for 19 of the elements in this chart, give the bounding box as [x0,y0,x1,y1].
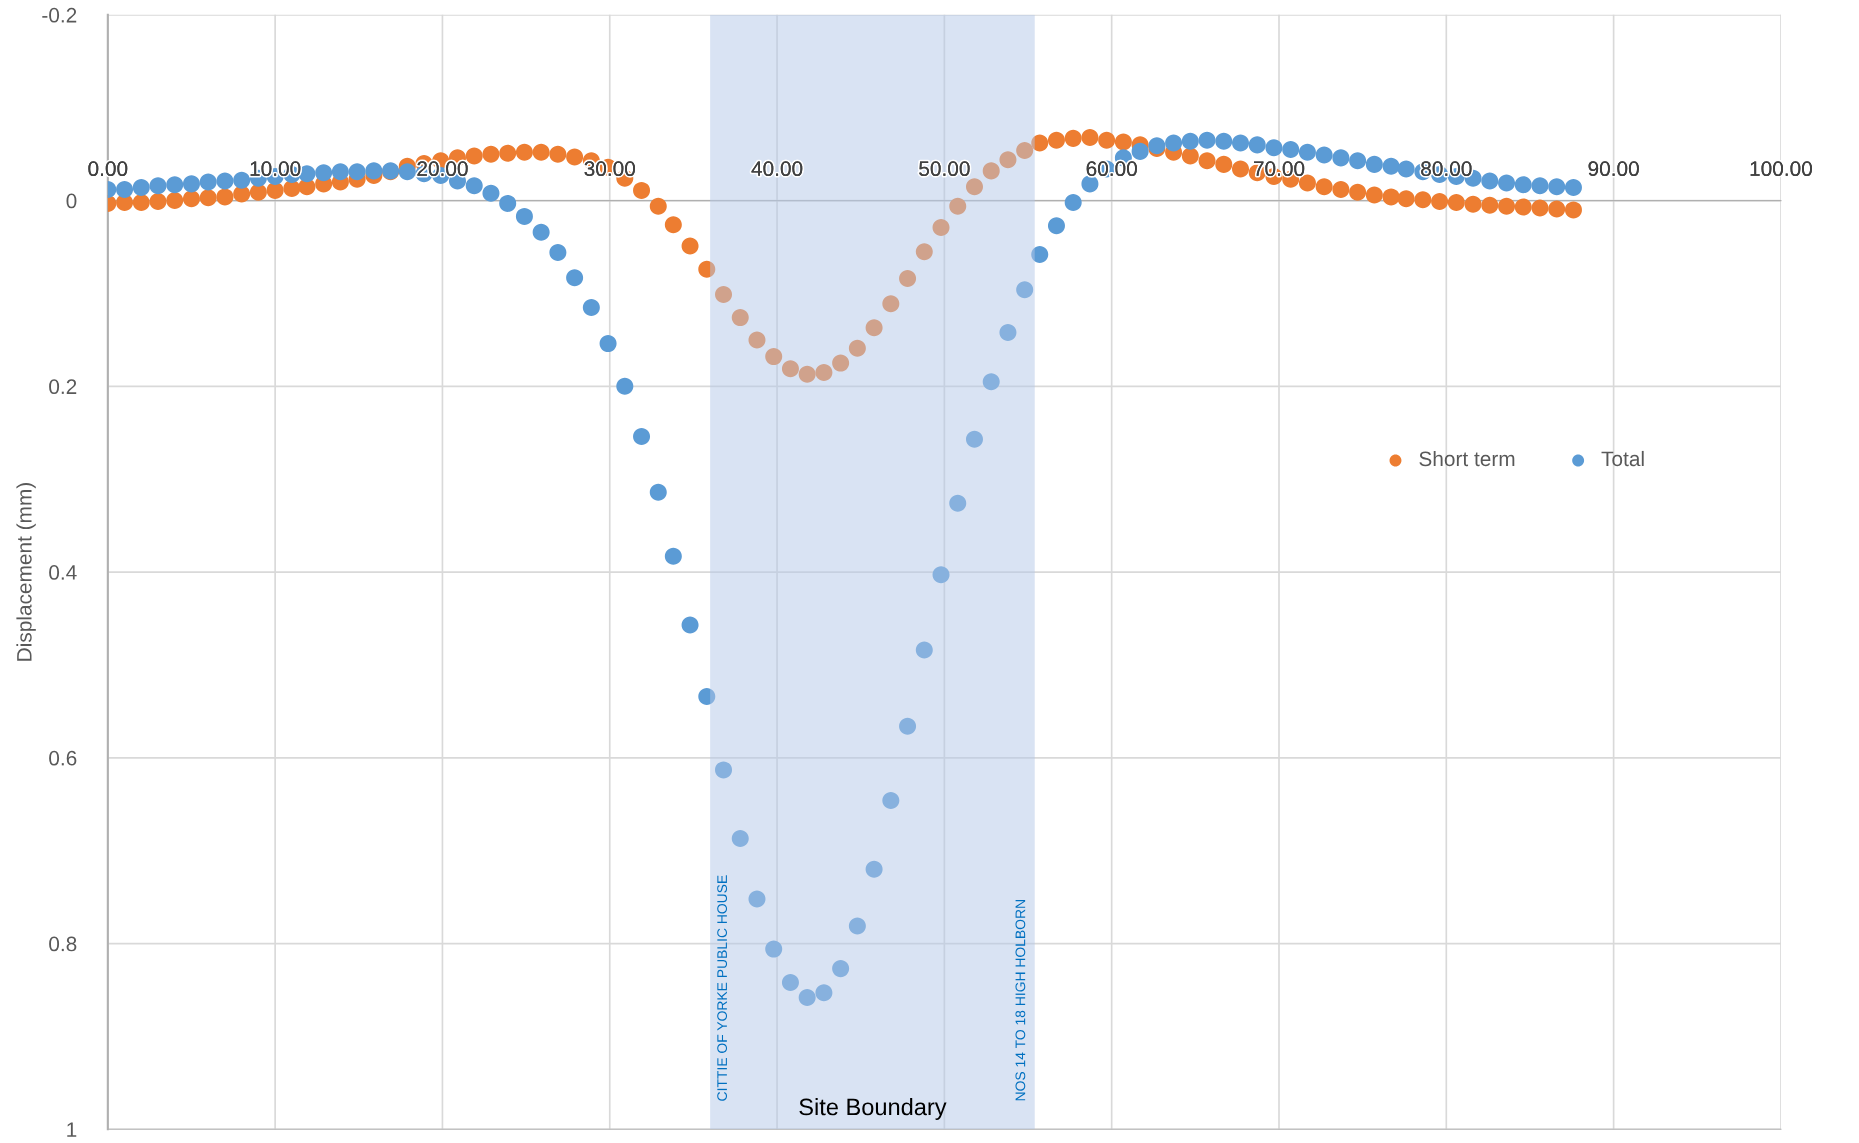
x-tick-label: 0.00 [88,161,128,177]
x-tick-label: 40.00 [751,161,803,177]
x-tick-label: 50.00 [919,161,970,177]
x-tick-label: 90.00 [1588,161,1639,177]
legend-label: Short term [1419,450,1515,467]
y-tick-label: 0.8 [49,936,77,952]
y-tick-label: 1 [67,1122,77,1137]
annotation: CITTIE OF YORKE PUBLIC HOUSE [717,875,728,1101]
y-tick-label: 0.4 [49,565,77,580]
y-tick-label: 0.6 [49,750,77,766]
x-tick-label: 20.00 [417,161,468,177]
annotation: NOS 14 TO 18 HIGH HOLBORN [1015,900,1026,1101]
x-tick-label: 100.00 [1750,161,1812,177]
legend-label: Total [1601,450,1644,467]
y-axis-title: Displacement (mm) [16,483,36,661]
y-tick-label: 0 [66,193,77,209]
y-tick-label: -0.2 [42,7,77,23]
y-tick-label: 0.2 [49,379,77,395]
band-label: Site Boundary [799,1097,947,1120]
